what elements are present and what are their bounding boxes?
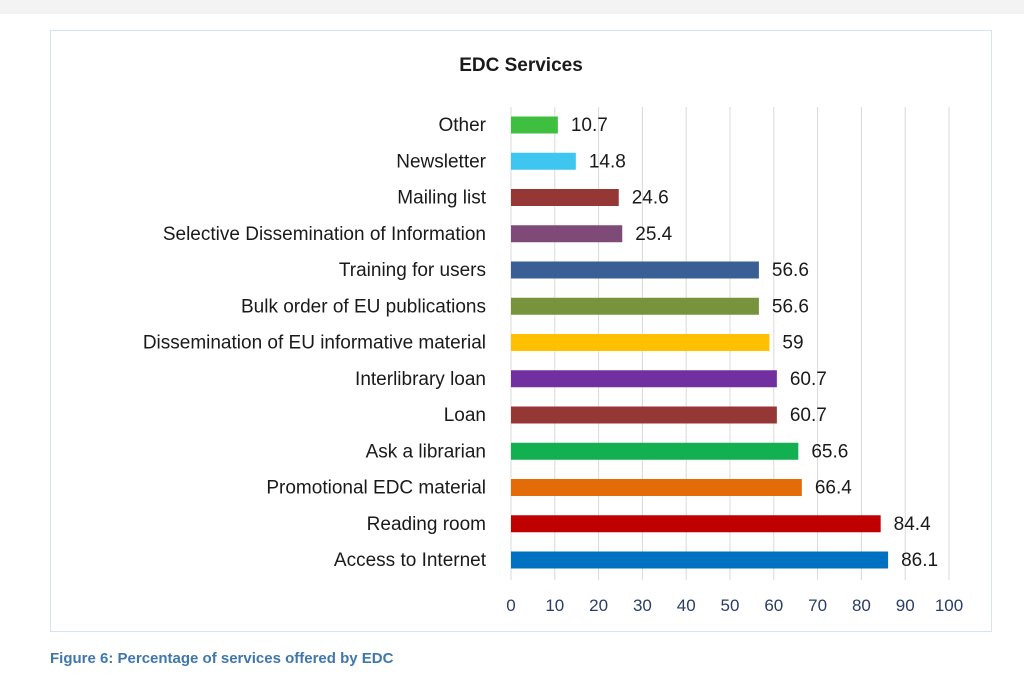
category-label: Bulk order of EU publications: [241, 296, 486, 317]
value-label: 10.7: [571, 115, 608, 136]
x-tick-label: 10: [545, 596, 564, 615]
bar: [511, 189, 619, 206]
x-tick-label: 0: [506, 596, 515, 615]
x-tick-label: 90: [896, 596, 915, 615]
bar: [511, 334, 770, 351]
value-label: 60.7: [790, 405, 827, 426]
bar: [511, 406, 777, 424]
bar: [511, 515, 881, 533]
gridlines: [510, 107, 950, 580]
bar: [511, 370, 777, 388]
category-label: Access to Internet: [334, 550, 487, 571]
x-tick-label: 60: [764, 596, 783, 615]
category-label: Newsletter: [396, 151, 486, 172]
value-label: 66.4: [815, 478, 852, 499]
value-label: 59: [782, 333, 803, 354]
category-label: Training for users: [339, 260, 486, 281]
category-labels: Other Newsletter Mailing list Selective Dis…: [143, 115, 487, 571]
category-label: Mailing list: [397, 188, 486, 209]
bars: [511, 116, 889, 569]
x-tick-label: 80: [852, 596, 871, 615]
x-tick-label: 50: [721, 596, 740, 615]
value-label: 56.6: [772, 296, 809, 317]
x-tick-label: 40: [677, 596, 696, 615]
value-label: 84.4: [894, 514, 931, 535]
value-label: 56.6: [772, 260, 809, 281]
value-label: 14.8: [589, 151, 626, 172]
x-axis-ticks: 0 10 20 30 40 50 60 70 80 90 100: [506, 596, 963, 615]
chart-title: EDC Services: [459, 55, 583, 76]
x-tick-label: 70: [808, 596, 827, 615]
bar: [511, 479, 802, 496]
top-band: [0, 0, 1024, 14]
category-label: Interlibrary loan: [355, 369, 486, 390]
value-label: 60.7: [790, 369, 827, 390]
category-label: Selective Dissemination of Information: [163, 224, 486, 245]
category-label: Other: [438, 115, 486, 136]
category-label: Dissemination of EU informative material: [143, 333, 486, 354]
bar: [511, 116, 558, 134]
bar: [511, 261, 759, 279]
value-label: 65.6: [811, 441, 848, 462]
value-label: 25.4: [635, 224, 672, 245]
x-tick-label: 30: [633, 596, 652, 615]
bar: [511, 225, 623, 243]
figure-caption: Figure 6: Percentage of services offered…: [50, 650, 394, 667]
x-tick-label: 100: [935, 596, 963, 615]
category-label: Ask a librarian: [366, 441, 486, 462]
bar: [511, 551, 889, 569]
category-label: Promotional EDC material: [266, 478, 486, 499]
value-label: 24.6: [632, 188, 669, 209]
category-label: Reading room: [367, 514, 486, 535]
bar: [511, 297, 759, 315]
bar: [511, 442, 799, 460]
value-label: 86.1: [901, 550, 938, 571]
category-label: Loan: [444, 405, 486, 426]
x-tick-label: 20: [589, 596, 608, 615]
bar: [511, 152, 576, 170]
value-labels: 10.7 14.8 24.6 25.4 56.6 56.6 59 60.7 60.7 65.6 66…: [571, 115, 938, 571]
